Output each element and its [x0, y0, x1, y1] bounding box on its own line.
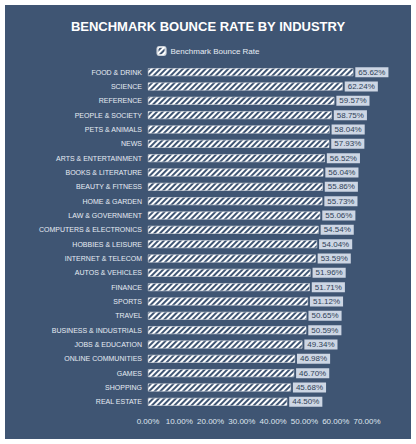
- svg-text:HOME & GARDEN: HOME & GARDEN: [82, 198, 142, 205]
- svg-text:INTERNET & TELECOM: INTERNET & TELECOM: [65, 255, 142, 262]
- svg-text:SCIENCE: SCIENCE: [111, 83, 142, 90]
- svg-text:51.12%: 51.12%: [313, 297, 340, 306]
- svg-text:53.59%: 53.59%: [321, 254, 348, 263]
- svg-text:60.00%: 60.00%: [322, 417, 349, 426]
- svg-text:45.68%: 45.68%: [296, 383, 323, 392]
- svg-text:58.04%: 58.04%: [335, 125, 362, 134]
- svg-text:COMPUTERS & ELECTRONICS: COMPUTERS & ELECTRONICS: [39, 226, 142, 233]
- svg-text:30.00%: 30.00%: [228, 417, 255, 426]
- svg-text:REFERENCE: REFERENCE: [99, 97, 143, 104]
- svg-text:50.65%: 50.65%: [311, 311, 338, 320]
- svg-text:SHOPPING: SHOPPING: [105, 384, 142, 391]
- svg-text:AUTOS & VEHICLES: AUTOS & VEHICLES: [75, 269, 143, 276]
- svg-text:54.54%: 54.54%: [324, 225, 351, 234]
- svg-text:51.71%: 51.71%: [315, 283, 342, 292]
- svg-text:TRAVEL: TRAVEL: [115, 312, 142, 319]
- svg-text:55.86%: 55.86%: [328, 182, 355, 191]
- svg-text:56.04%: 56.04%: [328, 168, 355, 177]
- svg-text:20.00%: 20.00%: [197, 417, 224, 426]
- svg-text:57.93%: 57.93%: [334, 139, 361, 148]
- svg-text:50.00%: 50.00%: [291, 417, 318, 426]
- svg-text:BENCHMARK BOUNCE RATE BY INDUS: BENCHMARK BOUNCE RATE BY INDUSTRY: [71, 19, 346, 34]
- svg-text:62.24%: 62.24%: [348, 82, 375, 91]
- svg-text:49.34%: 49.34%: [307, 340, 334, 349]
- svg-text:50.59%: 50.59%: [311, 326, 338, 335]
- svg-text:55.73%: 55.73%: [327, 197, 354, 206]
- svg-text:ONLINE COMMUNITIES: ONLINE COMMUNITIES: [64, 355, 142, 362]
- svg-text:REAL ESTATE: REAL ESTATE: [96, 398, 142, 405]
- svg-text:LAW & GOVERNMENT: LAW & GOVERNMENT: [68, 212, 142, 219]
- svg-text:BUSINESS & INDUSTRIALS: BUSINESS & INDUSTRIALS: [52, 327, 143, 334]
- svg-text:40.00%: 40.00%: [260, 417, 287, 426]
- svg-text:46.98%: 46.98%: [300, 354, 327, 363]
- svg-text:PEOPLE & SOCIETY: PEOPLE & SOCIETY: [75, 112, 143, 119]
- svg-text:HOBBIES & LEISURE: HOBBIES & LEISURE: [72, 241, 142, 248]
- svg-text:PETS & ANIMALS: PETS & ANIMALS: [85, 126, 143, 133]
- svg-text:NEWS: NEWS: [121, 140, 142, 147]
- svg-text:ARTS & ENTERTAINMENT: ARTS & ENTERTAINMENT: [56, 155, 143, 162]
- svg-text:55.06%: 55.06%: [325, 211, 352, 220]
- svg-text:BOOKS & LITERATURE: BOOKS & LITERATURE: [66, 169, 143, 176]
- svg-text:Benchmark Bounce Rate: Benchmark Bounce Rate: [171, 47, 260, 56]
- svg-text:54.04%: 54.04%: [322, 240, 349, 249]
- svg-text:59.57%: 59.57%: [339, 96, 366, 105]
- svg-text:65.62%: 65.62%: [358, 68, 385, 77]
- svg-text:BEAUTY & FITNESS: BEAUTY & FITNESS: [76, 183, 142, 190]
- svg-text:10.00%: 10.00%: [166, 417, 193, 426]
- svg-text:SPORTS: SPORTS: [113, 298, 142, 305]
- svg-text:58.75%: 58.75%: [337, 111, 364, 120]
- svg-text:GAMES: GAMES: [117, 370, 143, 377]
- svg-text:JOBS & EDUCATION: JOBS & EDUCATION: [74, 341, 142, 348]
- svg-text:44.50%: 44.50%: [292, 397, 319, 406]
- svg-text:70.00%: 70.00%: [353, 417, 380, 426]
- svg-text:56.52%: 56.52%: [330, 154, 357, 163]
- svg-text:FOOD & DRINK: FOOD & DRINK: [91, 69, 142, 76]
- svg-text:51.96%: 51.96%: [316, 268, 343, 277]
- svg-text:46.70%: 46.70%: [299, 369, 326, 378]
- svg-text:0.00%: 0.00%: [137, 417, 160, 426]
- svg-text:FINANCE: FINANCE: [111, 284, 142, 291]
